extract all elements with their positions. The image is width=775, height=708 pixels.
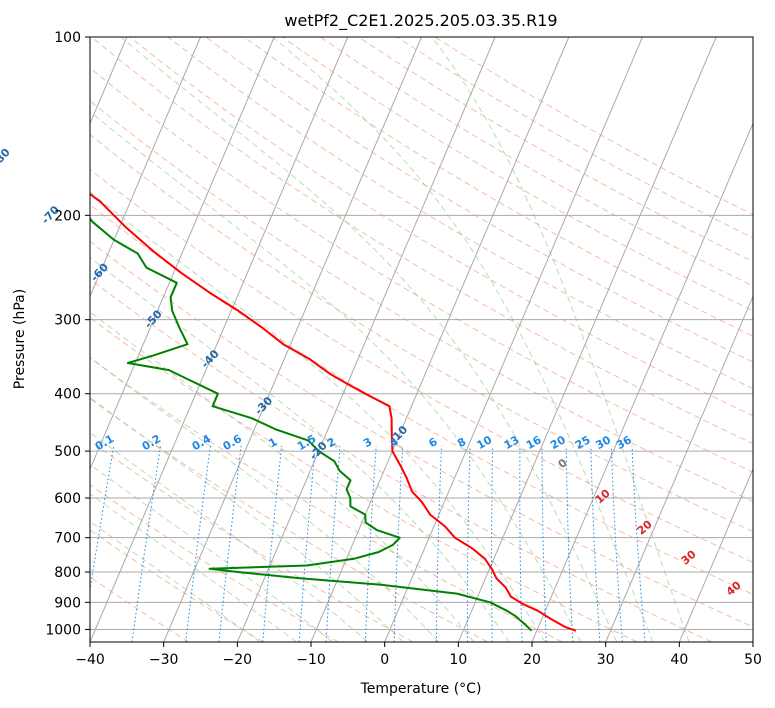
y-tick-label: 100 [54,30,81,46]
dry-adiabat-line [90,278,712,642]
axes-layer: −40 −30 −20 −10 0 10 20 30 40 50 100 200 300 400 500 60… [45,30,762,668]
dry-adiabat-line [90,484,339,642]
mixing-ratio-line [298,445,316,642]
dry-adiabat-line [90,134,753,533]
isotherm-line [163,37,422,642]
isotherm-line [531,122,753,642]
dry-adiabat-line [91,37,753,445]
dewpoint-line [90,216,533,632]
dry-adiabat-line [90,168,753,564]
mixing-ratio-line [131,445,161,642]
mixing-ratio-line [218,445,242,642]
isotherm-line [90,37,201,298]
isotherm-line [90,37,275,471]
mixing-ratio-line [185,445,211,642]
mixing-ratio-line [325,445,341,642]
mixing-ratio-line [435,445,443,642]
y-tick-label: 200 [54,208,81,224]
x-axis-label: Temperature (°C) [360,681,482,697]
moist-adiabat-line [90,463,333,642]
dry-adiabat-line [90,317,638,642]
mixing-ratio-line [541,445,547,642]
mixing-ratio-line [565,445,574,642]
x-tick-label: 40 [670,652,688,668]
x-tick-label: 0 [380,652,389,668]
mixing-ratio-line [393,445,404,642]
dry-adiabat-line [282,37,753,312]
mixing-ratio-line [364,445,377,642]
moist-adiabat-line [431,37,690,642]
mixing-ratio-line [90,445,115,593]
y-tick-label: 600 [54,491,81,507]
isotherm-line [236,37,496,642]
y-tick-label: 700 [54,531,81,547]
mixing-ratio-line [491,445,494,642]
series-layer [90,192,577,632]
dry-adiabat-line [90,240,753,628]
y-tick-label: 1000 [45,622,81,638]
dry-adiabat-line [90,100,753,503]
dry-adiabat-line [90,529,264,642]
mixing-ratio-line [610,445,623,642]
mixing-ratio-line [519,445,523,642]
moist-adiabat-line [90,357,439,642]
moist-adiabat-line [90,520,261,642]
dry-adiabat-line [129,37,753,417]
moist-adiabat-line [90,396,404,642]
x-tick-label: 10 [449,652,467,668]
dry-adiabat-line [90,397,488,642]
grid-layer [90,37,753,642]
x-tick-label: −10 [296,652,326,668]
x-tick-label: 50 [744,652,762,668]
isotherm-line [457,37,717,642]
isotherm-line [384,37,643,642]
y-tick-label: 900 [54,595,81,611]
y-tick-label: 800 [54,565,81,581]
dry-adiabat-line [243,37,753,337]
moist-adiabat-line [272,37,654,642]
mixing-ratio-line [631,445,646,642]
x-tick-label: −20 [223,652,253,668]
moist-adiabat-line [90,311,475,642]
temperature-line [90,192,577,632]
chart-title: wetPf2_C2E1.2025.205.03.35.R19 [284,11,557,31]
x-tick-label: 30 [597,652,615,668]
y-tick-label: 300 [54,313,81,329]
isotherm-line [605,295,753,642]
y-tick-label: 500 [54,444,81,460]
moist-adiabat-line [120,37,618,642]
x-tick-label: −40 [75,652,105,668]
x-tick-label: −30 [149,652,179,668]
moist-adiabat-line [90,493,297,642]
x-tick-label: 20 [523,652,541,668]
mixing-ratio-line [262,445,283,642]
mixing-ratio-line [466,445,471,642]
y-tick-label: 400 [54,387,81,403]
plot-frame [89,36,754,643]
mixing-ratio-line [590,445,601,642]
y-axis-label: Pressure (hPa) [12,289,28,389]
isotherm-line [90,37,349,642]
isotherm-line [310,37,570,642]
moist-adiabat-line [90,431,369,642]
isotherm-line [678,467,753,642]
